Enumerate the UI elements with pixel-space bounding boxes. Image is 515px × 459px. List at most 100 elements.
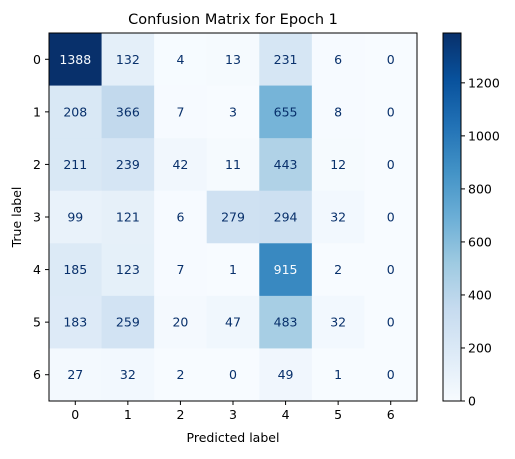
cell-value-2-3: 11 <box>225 157 241 172</box>
cell-0-5 <box>311 33 365 87</box>
colorbar <box>442 32 462 402</box>
colorbar-tick-label: 200 <box>468 340 492 355</box>
cell-value-1-4: 655 <box>274 104 298 119</box>
chart-title: Confusion Matrix for Epoch 1 <box>128 12 338 28</box>
cell-value-2-2: 42 <box>172 157 188 172</box>
cell-value-4-3: 1 <box>229 262 237 277</box>
cell-value-4-0: 185 <box>63 262 87 277</box>
cell-0-4 <box>259 33 313 87</box>
cell-6-6 <box>364 348 418 402</box>
cell-3-1 <box>101 190 155 244</box>
cell-value-0-3: 13 <box>225 52 241 67</box>
y-tick-label: 1 <box>33 104 41 119</box>
x-tick-label: 6 <box>387 407 395 422</box>
cell-value-0-1: 132 <box>116 52 140 67</box>
cell-6-1 <box>101 348 155 402</box>
cell-value-3-4: 294 <box>274 210 298 225</box>
cell-5-6 <box>364 295 418 349</box>
cell-3-6 <box>364 190 418 244</box>
cell-value-3-3: 279 <box>221 210 245 225</box>
cell-3-2 <box>154 190 208 244</box>
x-tick-label: 5 <box>334 407 342 422</box>
x-tick-label: 4 <box>282 407 290 422</box>
cell-0-0 <box>49 33 103 87</box>
x-axis-ticks: 0 1 2 3 4 5 6 <box>71 401 395 422</box>
cell-value-5-1: 259 <box>116 315 140 330</box>
x-tick-label: 0 <box>71 407 79 422</box>
cell-6-4 <box>259 348 313 402</box>
cell-value-5-3: 47 <box>225 315 241 330</box>
cell-1-2 <box>154 85 208 139</box>
cell-3-0 <box>49 190 103 244</box>
cell-5-3 <box>206 295 260 349</box>
colorbar-ticks: 0 200 400 600 800 1000 1200 <box>461 75 500 409</box>
cell-4-1 <box>101 243 155 297</box>
cell-4-3 <box>206 243 260 297</box>
cell-value-4-6: 0 <box>387 262 395 277</box>
cell-value-5-4: 483 <box>274 315 298 330</box>
cell-value-2-6: 0 <box>387 157 395 172</box>
cell-value-6-1: 32 <box>120 367 136 382</box>
cell-value-0-0: 1388 <box>59 52 91 67</box>
cell-value-0-6: 0 <box>387 52 395 67</box>
x-axis-label: Predicted label <box>187 430 280 445</box>
cell-2-6 <box>364 138 418 192</box>
cell-4-0 <box>49 243 103 297</box>
y-axis-label: True label <box>9 187 24 249</box>
cell-value-6-2: 2 <box>176 367 184 382</box>
cell-value-2-1: 239 <box>116 157 140 172</box>
cell-value-5-6: 0 <box>387 315 395 330</box>
cell-value-4-2: 7 <box>176 262 184 277</box>
cell-value-3-0: 99 <box>67 210 83 225</box>
cell-4-5 <box>311 243 365 297</box>
heatmap-cells <box>49 33 418 402</box>
cell-value-6-5: 1 <box>334 367 342 382</box>
cell-6-3 <box>206 348 260 402</box>
cell-value-6-6: 0 <box>387 367 395 382</box>
cell-value-5-2: 20 <box>172 315 188 330</box>
cell-3-5 <box>311 190 365 244</box>
cell-value-0-2: 4 <box>176 52 184 67</box>
cell-2-1 <box>101 138 155 192</box>
cell-2-5 <box>311 138 365 192</box>
cell-value-4-1: 123 <box>116 262 140 277</box>
cell-value-3-5: 32 <box>330 210 346 225</box>
cell-value-1-2: 7 <box>176 104 184 119</box>
cell-value-0-4: 231 <box>274 52 298 67</box>
cell-value-3-1: 121 <box>116 210 140 225</box>
cell-3-4 <box>259 190 313 244</box>
cell-1-5 <box>311 85 365 139</box>
y-tick-label: 0 <box>33 52 41 67</box>
cell-5-4 <box>259 295 313 349</box>
cell-value-1-6: 0 <box>387 104 395 119</box>
colorbar-tick-label: 400 <box>468 287 492 302</box>
colorbar-tick-label: 0 <box>468 394 476 409</box>
cell-5-2 <box>154 295 208 349</box>
y-tick-label: 5 <box>33 315 41 330</box>
cell-value-6-3: 0 <box>229 367 237 382</box>
y-axis-ticks: 0 1 2 3 4 5 6 <box>33 52 49 382</box>
cell-value-2-5: 12 <box>330 157 346 172</box>
y-tick-label: 4 <box>33 262 41 277</box>
cell-2-3 <box>206 138 260 192</box>
x-tick-label: 3 <box>229 407 237 422</box>
cell-value-6-0: 27 <box>67 367 83 382</box>
cell-2-0 <box>49 138 103 192</box>
cell-4-4 <box>259 243 313 297</box>
cell-value-5-5: 32 <box>330 315 346 330</box>
cell-2-4 <box>259 138 313 192</box>
cell-4-2 <box>154 243 208 297</box>
x-tick-label: 2 <box>176 407 184 422</box>
cell-value-1-1: 366 <box>116 104 140 119</box>
cell-5-0 <box>49 295 103 349</box>
colorbar-tick-label: 600 <box>468 234 492 249</box>
cell-value-1-0: 208 <box>63 104 87 119</box>
cell-6-0 <box>49 348 103 402</box>
cell-1-6 <box>364 85 418 139</box>
cell-value-6-4: 49 <box>278 367 294 382</box>
y-tick-label: 6 <box>33 367 41 382</box>
cell-4-6 <box>364 243 418 297</box>
cell-0-1 <box>101 33 155 87</box>
